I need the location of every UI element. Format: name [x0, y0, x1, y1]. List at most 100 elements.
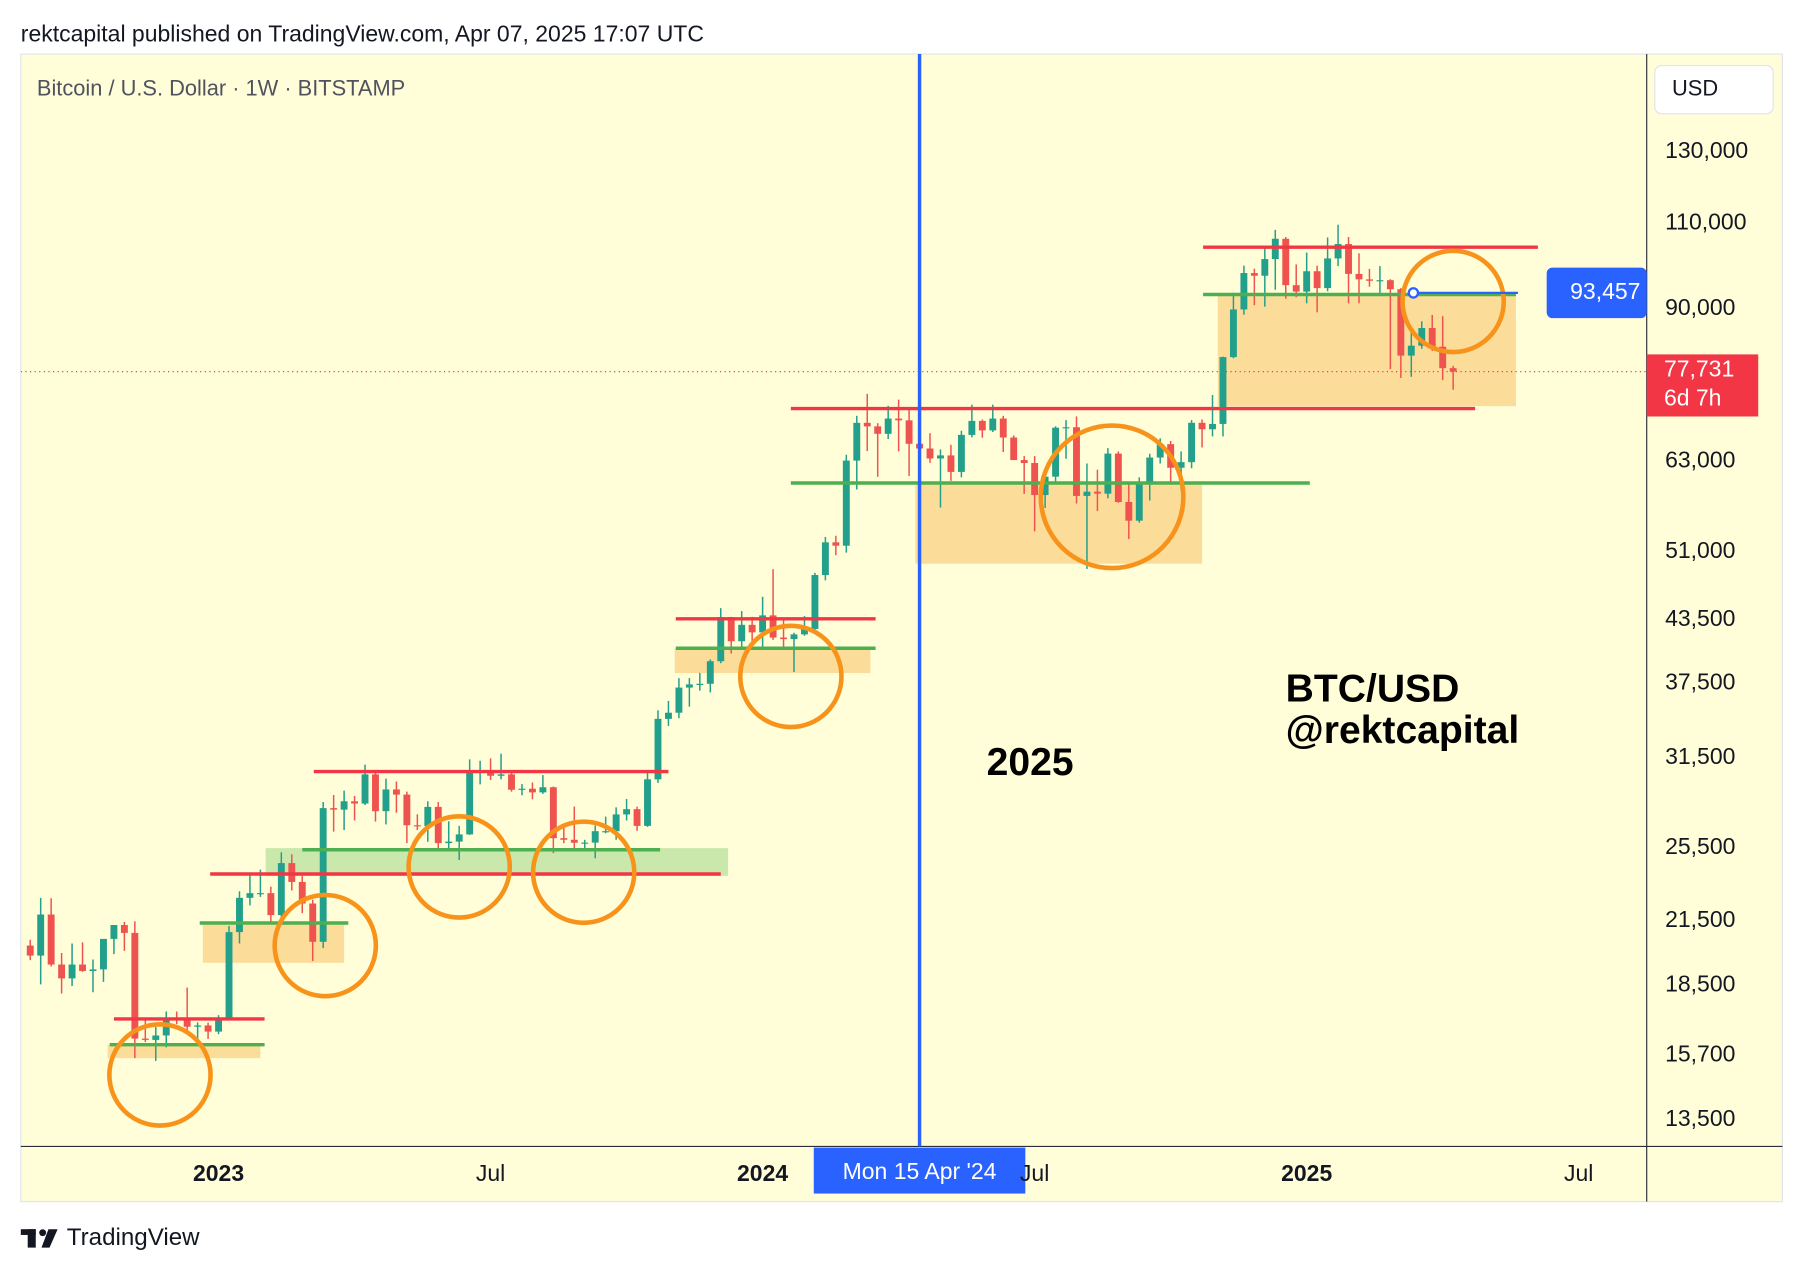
candle-body — [47, 914, 55, 965]
highlight-circle — [530, 819, 637, 926]
candle-body — [989, 418, 997, 431]
candle-body — [455, 834, 463, 842]
candle-body — [560, 838, 568, 840]
candle-body — [1083, 491, 1091, 496]
annotation-price-box — [1546, 267, 1647, 319]
highlight-circle — [107, 1022, 213, 1128]
candle-body — [267, 893, 275, 916]
candle-body — [58, 964, 66, 979]
candle-body — [706, 661, 714, 684]
candle-body — [623, 809, 631, 815]
candle-body — [528, 788, 536, 793]
pair-note: BTC/USD — [1286, 667, 1460, 710]
last-price-label: 77,731 — [1664, 356, 1734, 382]
candle-body — [968, 420, 976, 435]
currency-label[interactable]: USD — [1672, 75, 1718, 100]
candle-body — [1418, 328, 1426, 346]
candle-body — [1198, 422, 1206, 430]
candle-body — [633, 809, 641, 826]
candle-body — [570, 839, 578, 843]
y-tick-label: 15,700 — [1665, 1041, 1735, 1067]
year-note: 2025 — [987, 741, 1074, 784]
candle-body — [1407, 345, 1415, 356]
candle-body — [863, 422, 871, 427]
candle-body — [225, 932, 233, 1019]
candle-body — [246, 893, 254, 898]
author-note: @rektcapital — [1286, 709, 1520, 752]
candle-body — [1324, 258, 1332, 289]
candle-body — [644, 779, 651, 826]
x-tick-label: 2024 — [737, 1160, 788, 1186]
candle-body — [194, 1025, 202, 1027]
zone — [915, 483, 1203, 564]
y-tick-label: 13,500 — [1665, 1105, 1735, 1131]
candle-body — [947, 455, 955, 472]
candle-body — [26, 945, 34, 956]
candle-body — [591, 831, 599, 843]
candle-body — [738, 624, 746, 642]
candle-body — [445, 841, 453, 844]
candle-body — [539, 787, 547, 793]
y-tick-label: 110,000 — [1665, 208, 1746, 234]
x-tick-label: 2025 — [1281, 1160, 1332, 1186]
candle-body — [895, 418, 903, 421]
last-price-countdown: 6d 7h — [1664, 384, 1722, 410]
zone — [265, 848, 729, 876]
candle-body — [1439, 346, 1447, 369]
candle-body — [1209, 423, 1216, 430]
candle-body — [612, 814, 620, 832]
annotation-price-label: 93,457 — [1570, 278, 1640, 304]
candle-body — [1292, 285, 1300, 292]
candle-body — [1449, 368, 1457, 372]
candle-body — [978, 420, 986, 431]
highlight-circle — [406, 814, 513, 920]
annotation-price-dot — [1407, 287, 1420, 299]
candle-body — [1397, 289, 1405, 356]
candle-body — [1303, 271, 1311, 292]
candle-body — [79, 964, 86, 971]
candle-body — [372, 774, 379, 812]
highlight-circle — [1400, 248, 1507, 355]
candle-body — [1041, 476, 1049, 496]
candle-body — [1355, 273, 1363, 280]
candle-body — [1020, 460, 1028, 464]
y-tick-label: 130,000 — [1665, 137, 1748, 163]
candle-body — [1188, 422, 1196, 463]
tradingview-logo — [20, 1229, 58, 1248]
candle-body — [466, 771, 474, 835]
candle-body — [298, 881, 306, 904]
candle-body — [518, 788, 526, 790]
candle-body — [340, 801, 348, 810]
candle-body — [937, 455, 944, 459]
candle-body — [1177, 462, 1185, 468]
candle-body — [330, 808, 338, 810]
candle-body — [1219, 357, 1227, 424]
candle-body — [780, 637, 787, 640]
x-tick-label: 2023 — [193, 1160, 244, 1186]
candle-body — [1229, 309, 1237, 358]
candle-body — [236, 897, 243, 933]
candle-body — [1031, 463, 1039, 496]
candle-body — [1062, 427, 1070, 429]
candle-body — [131, 932, 139, 1039]
candle-body — [1125, 501, 1133, 521]
candle-body — [497, 774, 505, 776]
candle-body — [424, 806, 432, 827]
x-tick-label: Jul — [1564, 1160, 1593, 1186]
candle-body — [675, 687, 683, 713]
candle-body — [602, 831, 610, 833]
footer-brand: TradingView — [67, 1224, 200, 1251]
y-tick-label: 21,500 — [1665, 906, 1735, 932]
candle-body — [832, 542, 840, 546]
highlight-circle — [1038, 423, 1186, 571]
candle-body — [1240, 273, 1248, 310]
candle-body — [141, 1038, 149, 1040]
candle-body — [1093, 491, 1101, 494]
currency-box[interactable] — [1654, 64, 1774, 115]
date-marker-box — [813, 1147, 1026, 1194]
y-tick-label: 63,000 — [1665, 447, 1735, 473]
candle-body — [769, 615, 777, 638]
candle-body — [215, 1018, 222, 1032]
candle-body — [152, 1035, 160, 1040]
